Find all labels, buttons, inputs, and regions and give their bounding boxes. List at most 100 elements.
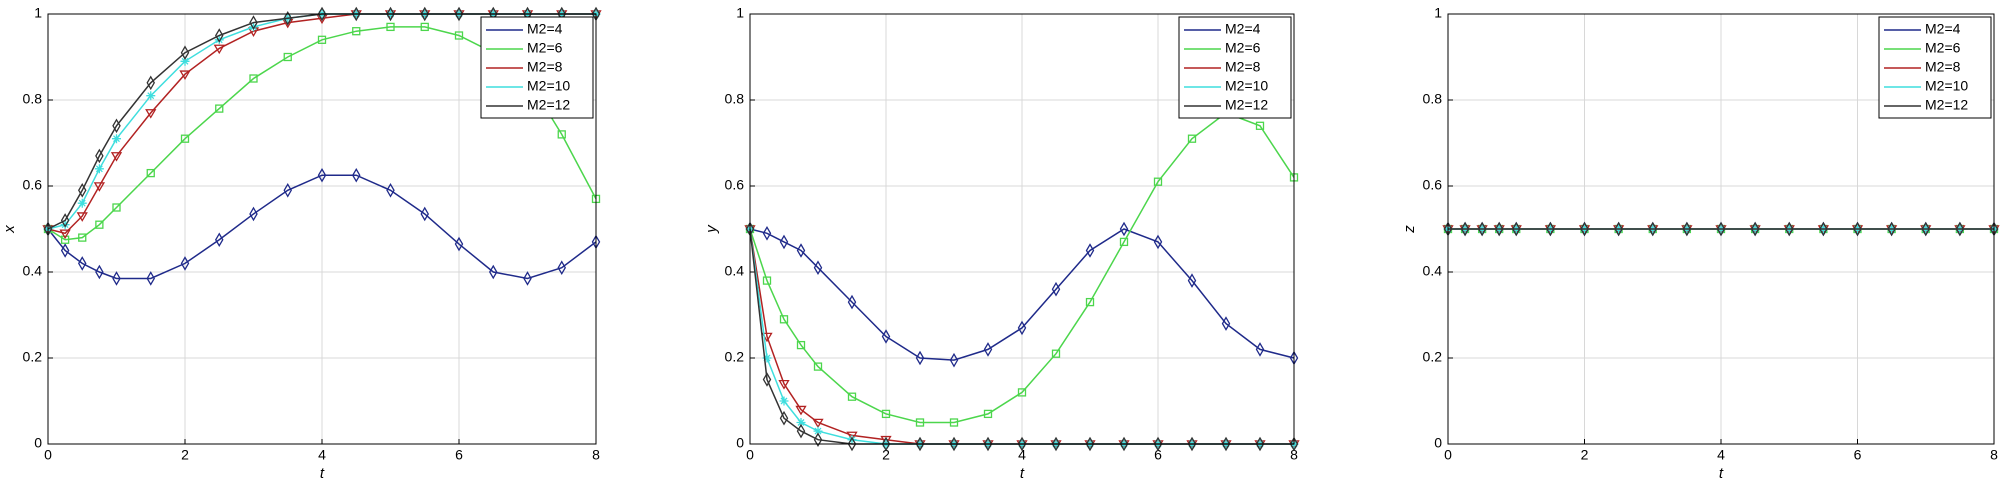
marker — [778, 380, 790, 390]
subplot: 0 2 4 6 800.20.40.60.81tzM2=4M2=6M2=8M2=10M2… — [1401, 5, 2000, 482]
marker — [180, 256, 190, 271]
marker — [180, 134, 190, 143]
marker — [180, 56, 190, 66]
y-axis-label: z — [1401, 225, 1418, 234]
x-tick-label: 4 — [318, 447, 326, 463]
series-line — [749, 112, 1295, 424]
marker — [146, 75, 156, 91]
marker — [881, 409, 891, 419]
marker — [813, 260, 823, 275]
legend-label: M2=8 — [1225, 59, 1261, 75]
marker — [762, 276, 772, 285]
marker — [420, 22, 429, 32]
marker — [146, 91, 156, 101]
marker — [1614, 221, 1623, 237]
marker — [1784, 221, 1794, 237]
marker — [1255, 436, 1265, 452]
x-tick-label: 8 — [1990, 447, 1998, 463]
y-tick-label: 0.8 — [1423, 91, 1443, 107]
marker — [420, 6, 430, 22]
marker — [846, 431, 858, 442]
marker — [352, 27, 361, 36]
marker — [1819, 221, 1828, 237]
marker — [454, 6, 464, 22]
marker — [1017, 388, 1027, 397]
marker — [1153, 177, 1163, 186]
marker — [146, 168, 155, 178]
y-tick-label: 0.8 — [23, 91, 43, 107]
legend-label: M2=4 — [1225, 21, 1261, 37]
y-tick-label: 0.8 — [725, 91, 745, 107]
x-tick-label: 0 — [44, 447, 52, 463]
y-tick-label: 1 — [736, 5, 744, 21]
marker — [317, 167, 327, 183]
marker — [779, 234, 789, 250]
marker — [813, 426, 823, 436]
legend-label: M2=8 — [527, 59, 563, 75]
legend: M2=4 M2=6 M2=8 M2=10 M2=12 — [1878, 16, 1992, 119]
legend-label: M2=8 — [1925, 59, 1961, 75]
marker — [249, 22, 258, 32]
legend-label: M2=6 — [1925, 40, 1961, 56]
x-tick-label: 0 — [1444, 447, 1452, 463]
marker — [949, 436, 959, 452]
marker — [179, 70, 191, 80]
marker — [60, 220, 70, 230]
y-tick-label: 0 — [34, 435, 42, 451]
legend-label: M2=6 — [527, 40, 563, 56]
marker — [1017, 320, 1027, 336]
marker — [180, 45, 190, 60]
legend-label: M2=4 — [1925, 21, 1961, 37]
marker — [1477, 221, 1487, 237]
plot-frame — [1447, 13, 1995, 445]
marker — [77, 183, 87, 198]
marker — [1255, 121, 1265, 130]
marker — [523, 271, 532, 286]
marker — [76, 212, 88, 222]
marker — [1716, 221, 1726, 237]
marker — [1153, 234, 1163, 250]
marker — [1511, 221, 1521, 237]
marker — [145, 109, 157, 119]
marker — [1085, 243, 1095, 258]
x-tick-label: 6 — [1154, 447, 1162, 463]
marker — [796, 418, 806, 427]
legend-label: M2=6 — [1225, 40, 1261, 56]
y-tick-label: 0 — [1434, 435, 1442, 451]
y-tick-label: 0.6 — [725, 177, 745, 193]
marker — [95, 220, 104, 229]
marker — [847, 392, 857, 401]
subplot: 0 2 4 6 800.20.40.60.81tyM2=4M2=6M2=8M2=10M2… — [703, 5, 1300, 482]
marker — [214, 35, 224, 45]
marker — [95, 264, 104, 280]
marker — [812, 418, 824, 429]
marker — [351, 6, 361, 22]
y-tick-label: 0.4 — [1423, 263, 1443, 279]
marker — [213, 44, 225, 55]
legend-label: M2=10 — [527, 78, 570, 94]
marker — [488, 264, 498, 280]
marker — [1494, 221, 1504, 237]
marker — [1580, 221, 1589, 237]
marker — [881, 329, 891, 344]
marker — [1187, 273, 1197, 288]
marker — [1119, 221, 1129, 237]
marker — [1187, 436, 1197, 452]
y-tick-label: 0.6 — [23, 177, 43, 193]
x-axis-label: t — [1020, 465, 1025, 482]
subplot: 0 2 4 6 800.20.40.60.81txM2=4M2=6M2=8M2=10M2… — [1, 5, 602, 482]
marker — [1750, 221, 1760, 237]
marker — [847, 435, 857, 445]
x-tick-label: 4 — [1018, 447, 1026, 463]
x-tick-label: 2 — [181, 447, 189, 463]
marker — [983, 342, 993, 357]
x-tick-label: 6 — [1854, 447, 1862, 463]
y-tick-label: 0 — [736, 435, 744, 451]
marker — [146, 271, 156, 286]
marker — [915, 436, 925, 452]
marker — [779, 410, 789, 426]
marker — [813, 432, 823, 447]
marker — [1648, 221, 1658, 237]
y-axis-label: x — [1, 225, 18, 234]
